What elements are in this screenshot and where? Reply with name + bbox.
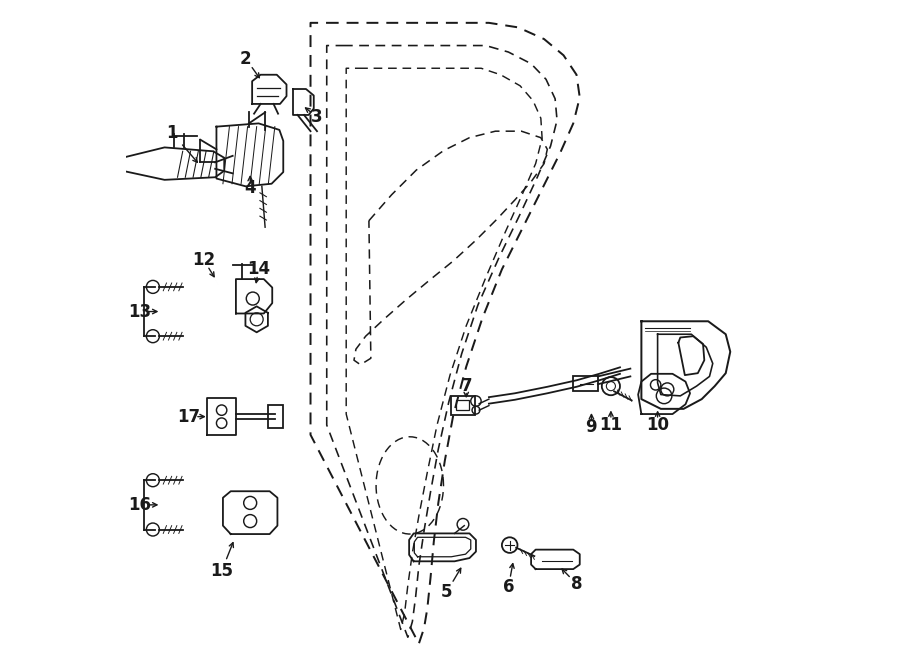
Text: 7: 7 bbox=[461, 377, 472, 395]
Text: 17: 17 bbox=[177, 408, 201, 426]
Text: 12: 12 bbox=[192, 251, 215, 269]
Text: 1: 1 bbox=[166, 124, 178, 142]
Bar bbox=[110, 154, 123, 177]
Bar bbox=[268, 405, 283, 428]
Bar bbox=[451, 396, 474, 415]
Text: 9: 9 bbox=[586, 418, 598, 436]
Text: 13: 13 bbox=[129, 303, 151, 320]
Text: 14: 14 bbox=[248, 260, 270, 278]
Text: 6: 6 bbox=[502, 579, 514, 596]
Text: 11: 11 bbox=[599, 416, 623, 434]
Text: 4: 4 bbox=[245, 179, 256, 197]
Text: 8: 8 bbox=[571, 575, 582, 593]
Bar bbox=[456, 400, 470, 410]
Text: 10: 10 bbox=[646, 416, 669, 434]
Bar bbox=[573, 377, 598, 391]
Text: 16: 16 bbox=[129, 496, 151, 514]
Text: 2: 2 bbox=[239, 50, 251, 68]
Text: 3: 3 bbox=[311, 108, 323, 126]
Text: 15: 15 bbox=[210, 562, 233, 580]
Text: 5: 5 bbox=[441, 583, 453, 601]
